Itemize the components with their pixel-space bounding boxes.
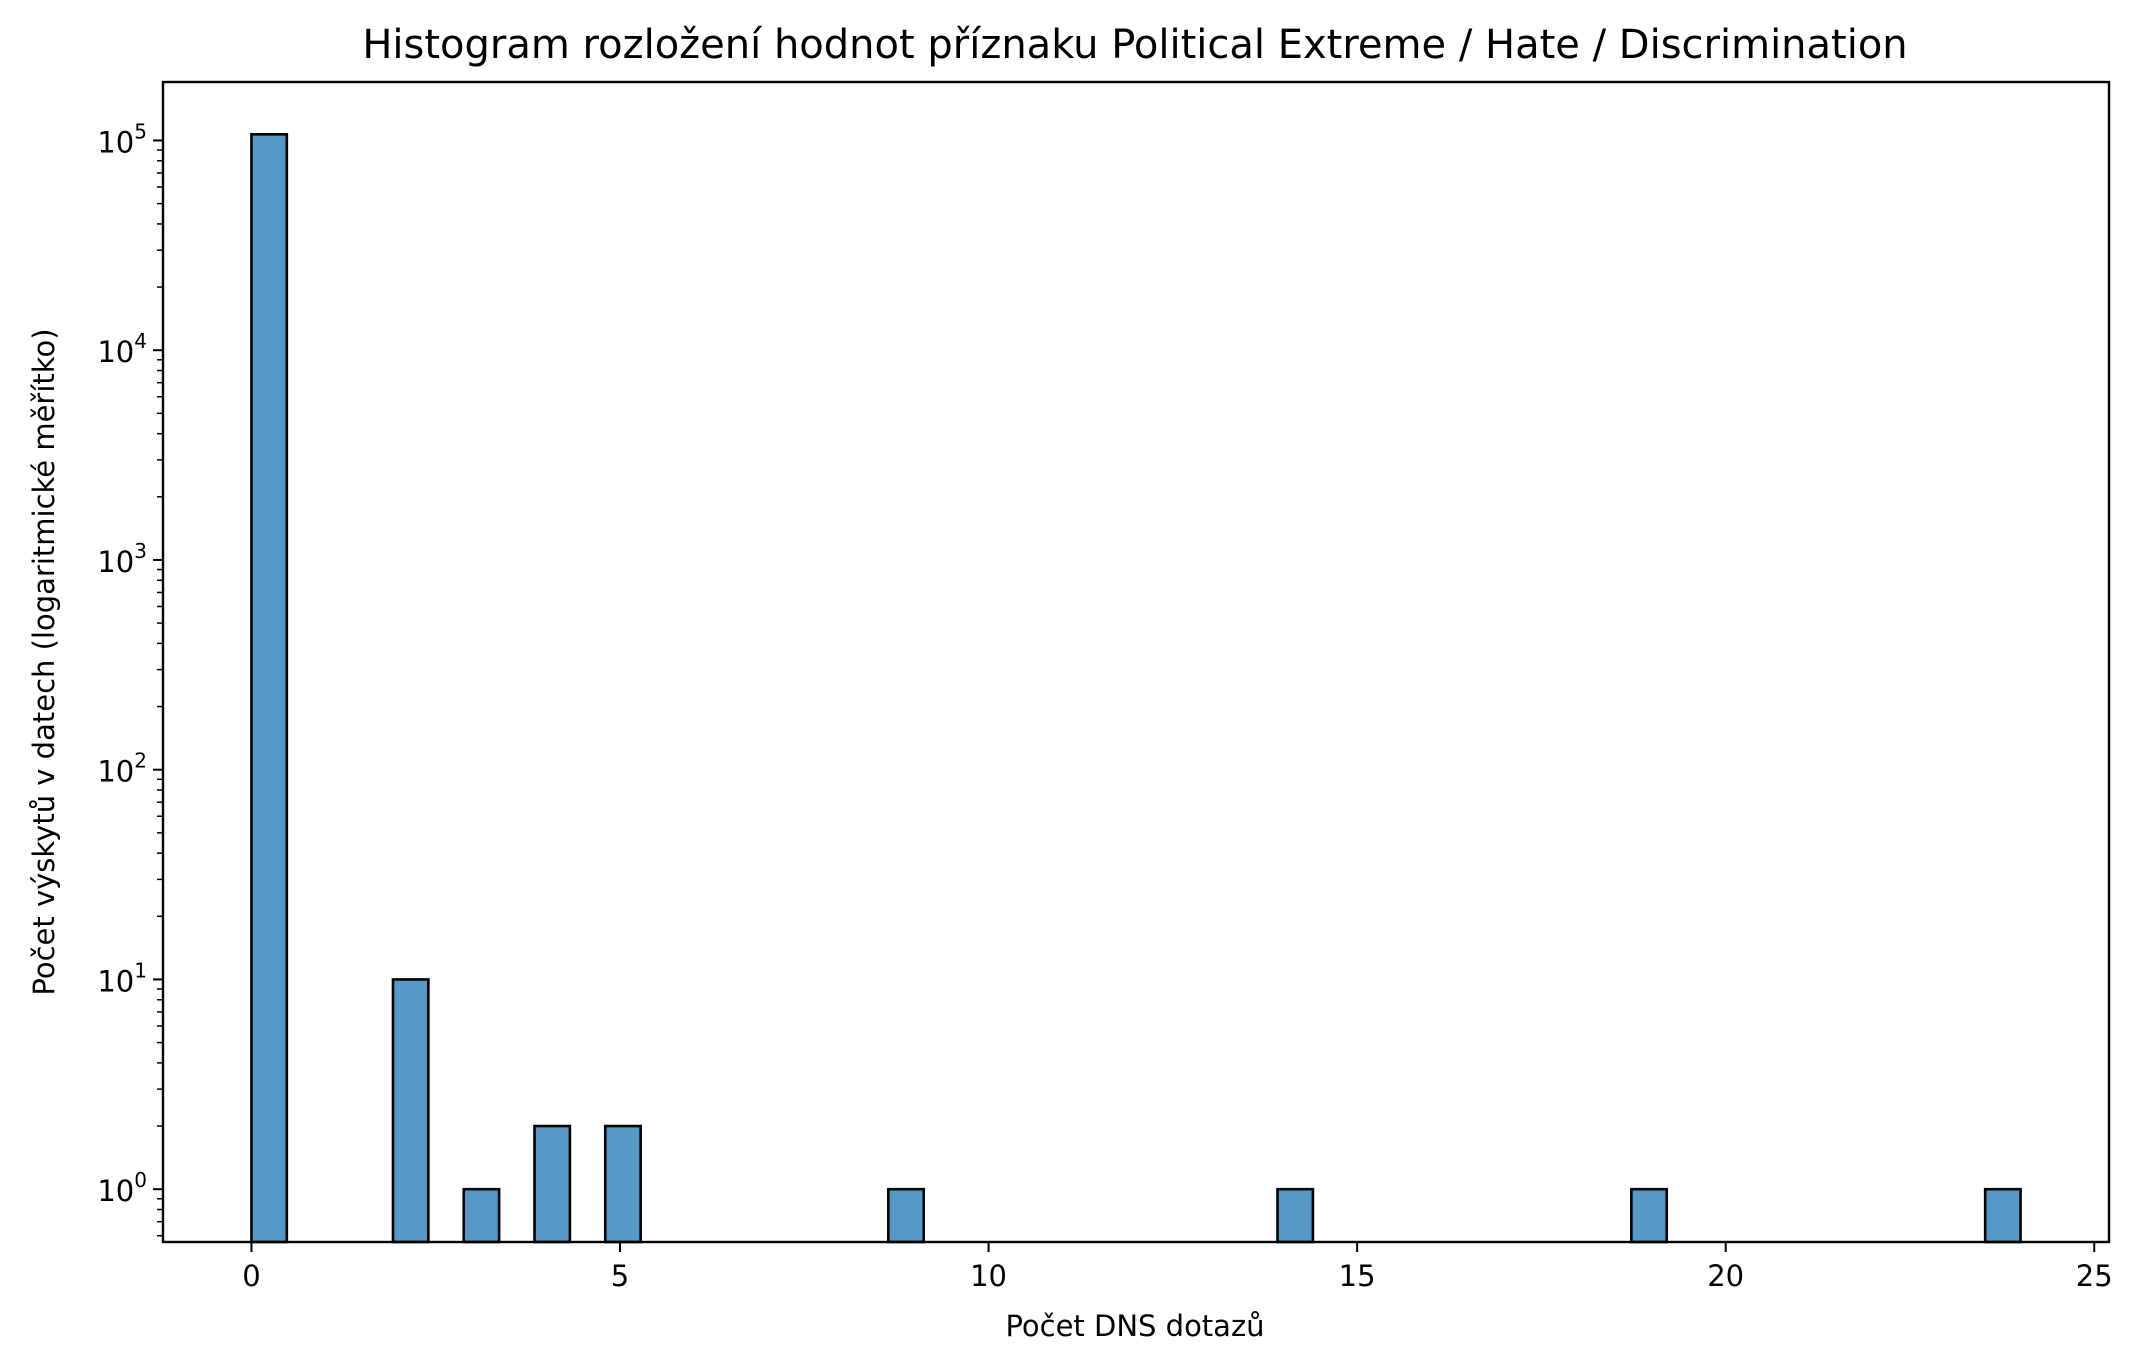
histogram-bar [603, 1124, 642, 1244]
histogram-bar [1276, 1187, 1315, 1244]
histogram-bar [1630, 1187, 1669, 1244]
x-tick-label: 10 [970, 1259, 1007, 1293]
y-tick-label: 104 [97, 329, 147, 369]
x-tick-label: 0 [242, 1259, 260, 1293]
y-tick-label: 105 [97, 119, 147, 159]
x-axis-label: Počet DNS dotazů [1005, 1309, 1264, 1343]
histogram-bar [462, 1187, 501, 1244]
y-tick-label: 103 [97, 539, 147, 579]
x-tick-label: 5 [611, 1259, 629, 1293]
y-tick-label: 100 [97, 1168, 147, 1208]
plot-frame [161, 80, 2111, 1244]
y-axis-ticks: 100 101 102 103 104 105 [97, 119, 163, 1237]
histogram-bar [1983, 1187, 2022, 1244]
bars-group [250, 133, 2022, 1244]
x-tick-label: 25 [2076, 1259, 2113, 1293]
histogram-bar [250, 133, 289, 1244]
histogram-bar [391, 978, 430, 1244]
x-axis-ticks: 0 5 10 15 20 25 [242, 1242, 2113, 1293]
y-tick-label: 101 [97, 958, 147, 998]
histogram-bar [887, 1187, 926, 1244]
histogram-bar [533, 1124, 572, 1244]
x-tick-label: 15 [1339, 1259, 1376, 1293]
y-tick-label: 102 [97, 749, 147, 789]
chart-title: Histogram rozložení hodnot příznaku Poli… [362, 22, 1907, 68]
x-tick-label: 20 [1707, 1259, 1744, 1293]
y-axis-label: Počet výskytů v datech (logaritmické měř… [27, 328, 61, 995]
